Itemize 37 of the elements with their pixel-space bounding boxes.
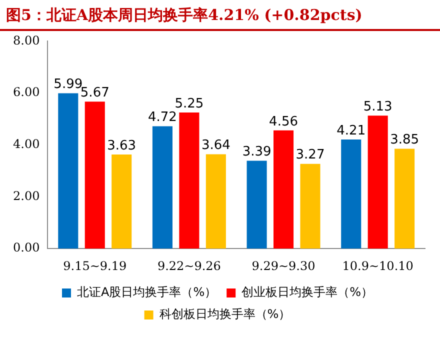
data-label: 5.67 (80, 85, 110, 100)
bar (58, 93, 78, 249)
legend-label: 创业板日均换手率（%） (242, 285, 374, 300)
bar (300, 164, 320, 249)
data-label: 5.13 (363, 99, 392, 114)
bar (341, 139, 362, 249)
legend-label: 科创板日均换手率（%） (159, 307, 291, 322)
data-label: 3.85 (390, 132, 420, 148)
y-tick-label: 4.00 (13, 137, 40, 152)
bar (84, 102, 105, 249)
data-label: 3.39 (242, 144, 272, 160)
data-label: 4.21 (336, 123, 366, 138)
data-label: 3.63 (107, 138, 136, 154)
data-label: 4.72 (148, 110, 177, 126)
y-tick-label: 6.00 (13, 85, 40, 100)
data-label: 3.27 (296, 148, 325, 163)
x-tick-label: 10.9~10.10 (342, 258, 414, 273)
data-label: 3.64 (201, 138, 230, 154)
chart-title: 图5：北证A股本周日均换手率4.21% (+0.82pcts) (0, 0, 440, 31)
bar (274, 130, 294, 249)
bar (394, 148, 415, 249)
legend-label: 北证A股日均换手率（%） (76, 285, 217, 300)
bar (112, 154, 132, 249)
data-label: 5.99 (54, 77, 83, 92)
bar (179, 112, 200, 249)
y-tick-label: 0.00 (13, 240, 40, 255)
x-tick-label: 9.22~9.26 (157, 258, 221, 273)
y-tick-label: 8.00 (13, 33, 40, 48)
bar (206, 154, 226, 249)
bar (152, 126, 172, 249)
bar (246, 160, 267, 249)
x-tick-label: 9.29~9.30 (252, 258, 316, 273)
x-tick-label: 9.15~9.19 (63, 258, 127, 273)
y-tick-label: 2.00 (13, 188, 40, 203)
data-label: 4.56 (269, 114, 298, 130)
data-label: 5.25 (174, 96, 204, 112)
bar (368, 116, 388, 249)
